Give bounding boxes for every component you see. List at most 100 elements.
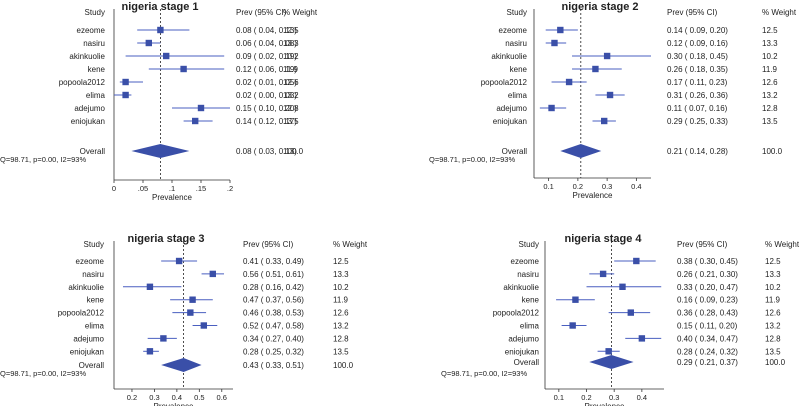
heterogeneity-stats: Q=98.71, p=0.00, I2=93% (429, 155, 515, 164)
point-estimate-marker (122, 78, 129, 86)
prev-ci-value: 0.46 ( 0.38, 0.53) (243, 309, 304, 318)
weight-column-header: % Weight (762, 8, 797, 17)
point-estimate-marker (187, 309, 194, 316)
weight-value: 13.2 (333, 322, 349, 331)
overall-label: Overall (80, 147, 106, 156)
study-column-header: Study (519, 240, 539, 249)
overall-prev-ci-value: 0.29 ( 0.21, 0.37) (677, 358, 738, 367)
prev-ci-value: 0.56 ( 0.51, 0.61) (243, 270, 304, 279)
prev-column-header: Prev (95% CI) (243, 240, 294, 249)
study-label: kene (510, 65, 528, 74)
heterogeneity-stats: Q=98.71, p=0.00, I2=93% (441, 369, 527, 378)
weight-value: 12.6 (765, 309, 781, 318)
overall-weight-value: 100.0 (283, 147, 304, 156)
overall-diamond (161, 358, 202, 372)
x-tick-label: 0.1 (543, 182, 553, 191)
study-label: akinkuolie (491, 52, 527, 61)
prev-ci-value: 0.36 ( 0.28, 0.43) (677, 309, 738, 318)
x-tick-label: 0.2 (581, 393, 591, 402)
prev-column-header: Prev (95% CI) (667, 8, 718, 17)
weight-value: 12.8 (762, 104, 778, 113)
prev-ci-value: 0.52 ( 0.47, 0.58) (243, 322, 304, 331)
prev-ci-value: 0.12 ( 0.06, 0.19) (236, 65, 297, 74)
heterogeneity-stats: Q=98.71, p=0.00, I2=93% (0, 369, 86, 378)
study-label: akinkuolie (69, 52, 105, 61)
study-label: akinkuolie (68, 283, 104, 292)
weight-value: 13.2 (762, 91, 778, 100)
heterogeneity-stats: Q=98.71, p=0.00, I2=93% (0, 155, 86, 164)
prev-ci-value: 0.14 ( 0.12, 0.17) (236, 117, 297, 126)
weight-value: 13.5 (283, 117, 299, 126)
overall-label: Overall (514, 358, 540, 367)
prev-ci-value: 0.30 ( 0.18, 0.45) (667, 52, 728, 61)
study-label: eniojukan (70, 347, 104, 356)
point-estimate-marker (145, 39, 152, 47)
point-estimate-marker (603, 52, 611, 60)
weight-value: 10.2 (762, 52, 778, 61)
point-estimate-marker (601, 117, 608, 125)
x-tick-label: 0.4 (637, 393, 647, 402)
forest-panel-3: nigeria stage 3 Study Prev (95% CI) % Weigh… (0, 233, 368, 406)
weight-value: 12.5 (283, 26, 299, 35)
point-estimate-marker (565, 78, 573, 86)
study-label: elima (85, 322, 105, 331)
study-label: adejumo (508, 334, 539, 343)
prev-ci-value: 0.26 ( 0.21, 0.30) (677, 270, 738, 279)
overall-diamond (131, 144, 190, 158)
study-label: kene (522, 296, 540, 305)
prev-ci-value: 0.02 ( 0.00, 0.03) (236, 91, 297, 100)
point-estimate-marker (175, 257, 183, 265)
point-estimate-marker (551, 39, 558, 47)
overall-label: Overall (502, 147, 528, 156)
study-label: ezeome (511, 257, 540, 266)
study-label: nasiru (517, 270, 539, 279)
panel-title: nigeria stage 1 (121, 1, 198, 13)
prev-ci-value: 0.34 ( 0.27, 0.40) (243, 334, 304, 343)
study-label: popoola2012 (493, 309, 540, 318)
overall-weight-value: 100.0 (333, 361, 354, 370)
x-tick-label: 0.3 (149, 393, 159, 402)
weight-value: 12.5 (762, 26, 778, 35)
prev-ci-value: 0.40 ( 0.34, 0.47) (677, 334, 738, 343)
point-estimate-marker (209, 270, 216, 278)
point-estimate-marker (605, 348, 612, 355)
point-estimate-marker (599, 270, 607, 278)
point-estimate-marker (197, 104, 205, 112)
prev-ci-value: 0.41 ( 0.33, 0.49) (243, 257, 304, 266)
weight-value: 13.2 (765, 322, 781, 331)
overall-prev-ci-value: 0.08 ( 0.03, 0.13) (236, 147, 297, 156)
forest-panel-4: nigeria stage 4 Study Prev (95% CI) % Weigh… (441, 233, 800, 406)
point-estimate-marker (592, 65, 599, 73)
weight-value: 13.5 (762, 117, 778, 126)
study-label: eniojukan (505, 347, 539, 356)
study-column-header: Study (84, 240, 104, 249)
weight-value: 11.9 (765, 296, 781, 305)
weight-value: 12.8 (333, 334, 349, 343)
x-tick-label: 0.2 (573, 182, 583, 191)
prev-ci-value: 0.47 ( 0.37, 0.56) (243, 296, 304, 305)
x-tick-label: .05 (138, 184, 148, 193)
weight-value: 13.5 (765, 347, 781, 356)
study-label: eniojukan (493, 117, 527, 126)
weight-value: 12.8 (765, 334, 781, 343)
prev-ci-value: 0.08 ( 0.04, 0.13) (236, 26, 297, 35)
weight-value: 12.5 (333, 257, 349, 266)
weight-value: 11.9 (333, 296, 349, 305)
weight-column-header: % Weight (283, 8, 318, 17)
prev-ci-value: 0.16 ( 0.09, 0.23) (677, 296, 738, 305)
study-label: elima (86, 91, 106, 100)
overall-weight-value: 100.0 (765, 358, 786, 367)
x-axis-label: Prevalence (152, 193, 193, 202)
prev-ci-value: 0.28 ( 0.24, 0.32) (677, 347, 738, 356)
study-label: akinkuolie (503, 283, 539, 292)
x-tick-label: 0.2 (127, 393, 137, 402)
study-label: adejumo (496, 104, 527, 113)
prev-ci-value: 0.33 ( 0.20, 0.47) (677, 283, 738, 292)
point-estimate-marker (189, 296, 196, 303)
study-label: adejumo (73, 334, 104, 343)
weight-value: 10.2 (333, 283, 349, 292)
study-label: kene (87, 296, 105, 305)
study-label: ezeome (499, 26, 528, 35)
overall-diamond (560, 144, 602, 158)
point-estimate-marker (633, 257, 640, 265)
